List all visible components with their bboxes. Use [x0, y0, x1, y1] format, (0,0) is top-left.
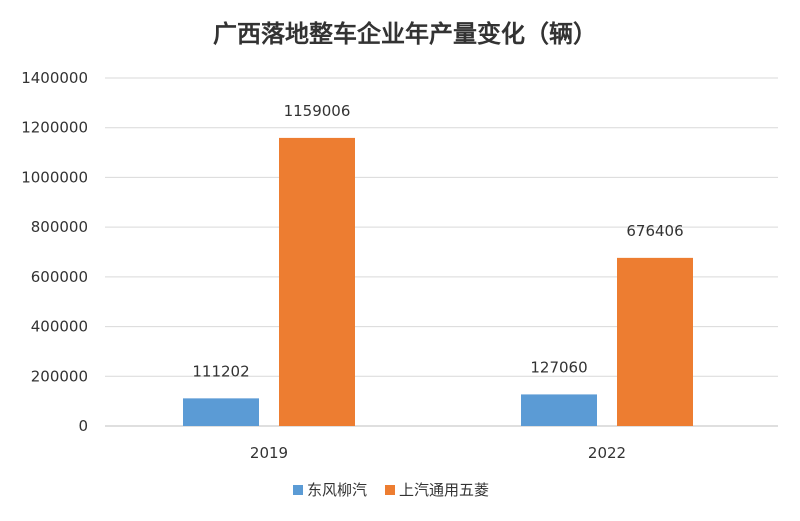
legend-swatch: [385, 485, 395, 495]
y-tick-label: 600000: [31, 268, 88, 286]
legend-swatch: [293, 485, 303, 495]
y-axis-ticks: 0 200000 400000 600000 800000 1000000 1200000 1…: [21, 69, 88, 435]
data-label: 1159006: [284, 102, 351, 120]
x-axis-categories: 2019 2022: [250, 444, 626, 462]
bars: [183, 137, 693, 426]
y-tick-label: 1400000: [21, 69, 88, 87]
data-label: 127060: [530, 358, 587, 376]
bar-2022-2: [617, 257, 693, 426]
data-label: 111202: [192, 362, 249, 380]
chart-title: 广西落地整车企业年产量变化（辆）: [213, 20, 597, 48]
data-label: 676406: [626, 222, 683, 240]
legend-label: 东风柳汽: [307, 481, 367, 499]
data-labels: 111202 1159006 127060 676406: [192, 102, 683, 380]
legend: 东风柳汽 上汽通用五菱: [293, 481, 489, 499]
y-tick-label: 800000: [31, 218, 88, 236]
y-tick-label: 1000000: [21, 168, 88, 186]
bar-2022-1: [521, 394, 597, 426]
y-tick-label: 0: [78, 417, 88, 435]
legend-label: 上汽通用五菱: [399, 481, 489, 499]
bar-2019-2: [279, 137, 355, 426]
y-tick-label: 200000: [31, 367, 88, 385]
gridlines: [105, 77, 778, 427]
bar-2019-1: [183, 398, 259, 426]
x-category-label: 2019: [250, 444, 288, 462]
y-tick-label: 1200000: [21, 119, 88, 137]
x-category-label: 2022: [588, 444, 626, 462]
y-tick-label: 400000: [31, 318, 88, 336]
